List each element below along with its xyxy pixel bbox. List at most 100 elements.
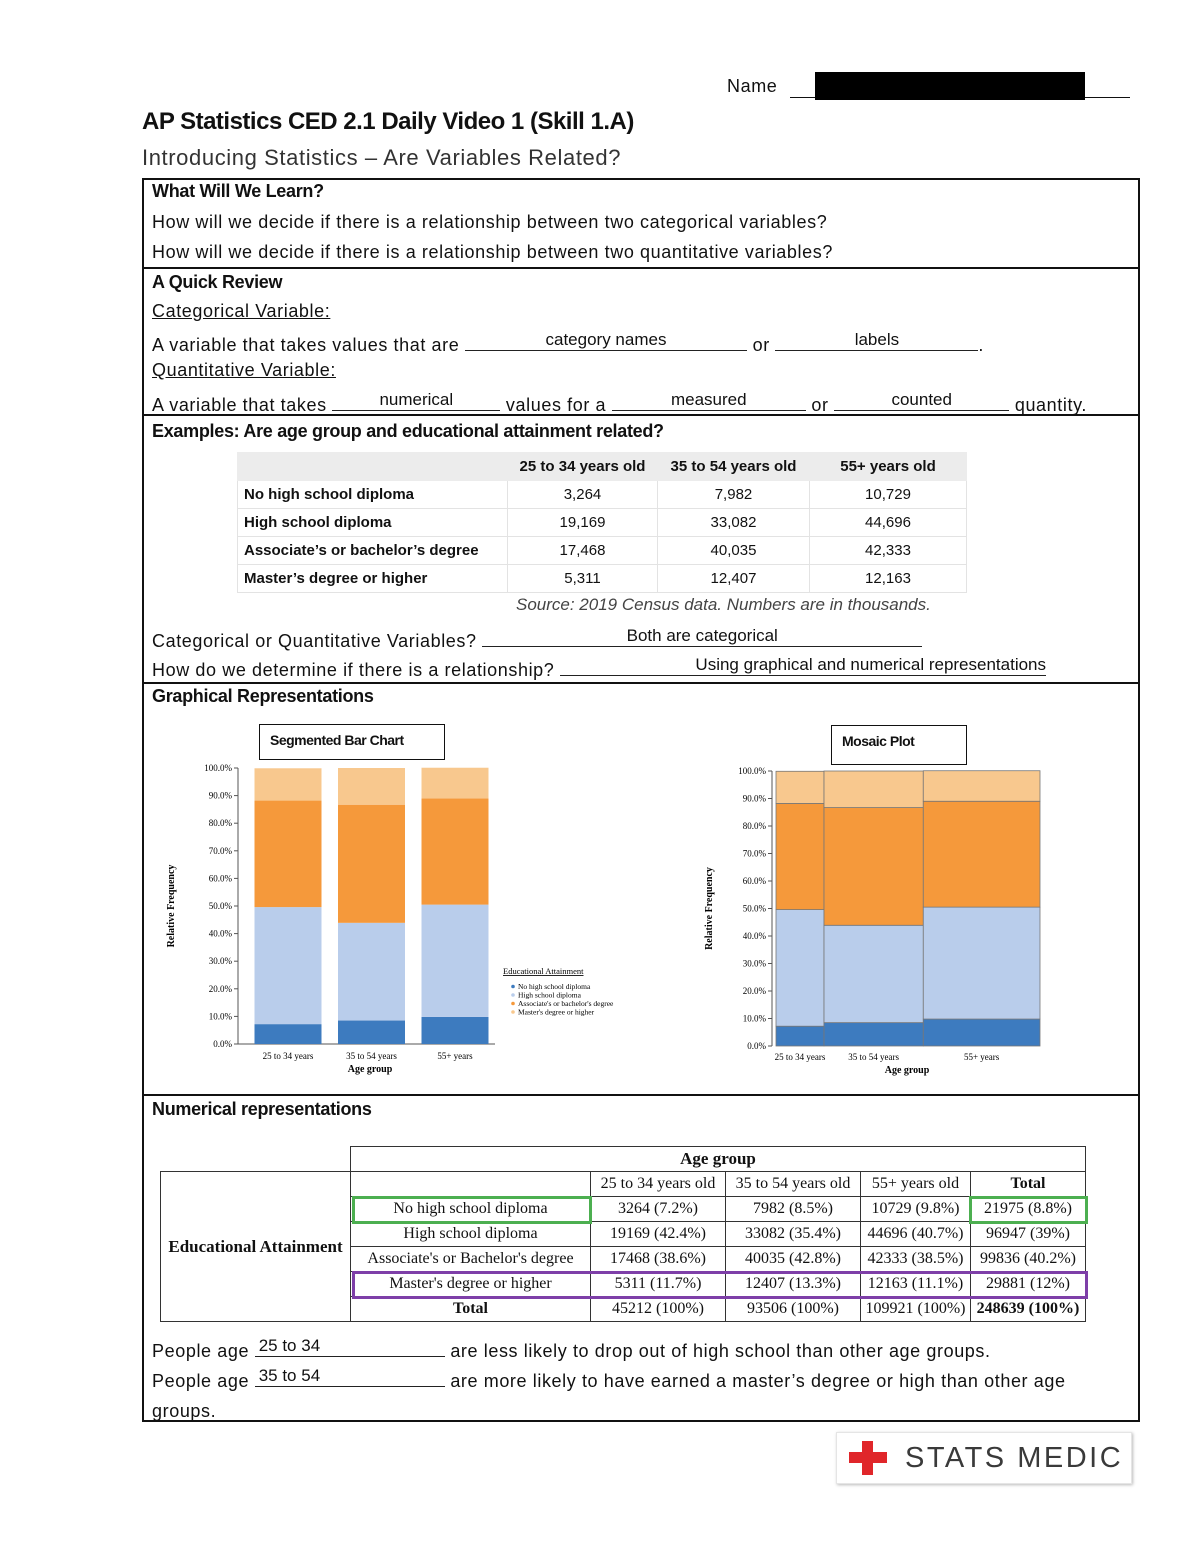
header-row: Educational Attainment 25 to 34 years old… (160, 1171, 1087, 1322)
y-tick-label: 100.0% (738, 766, 766, 776)
answer: 35 to 54 (254, 1366, 445, 1387)
y-tick-label: 60.0% (209, 873, 233, 883)
redaction (815, 72, 1085, 100)
text: A variable that takes values that are (152, 335, 460, 355)
mosaic-tile (823, 1022, 924, 1047)
text: are more likely to have earned a master’… (152, 1371, 1066, 1421)
mosaic-tile (775, 770, 825, 804)
total-row: Total 45212 (100%) 93506 (100%) 109921 (100… (161, 1296, 1087, 1322)
term: Categorical Variable: (152, 301, 331, 321)
x-tick-label: 35 to 54 years (848, 1052, 899, 1062)
mosaic-tile (823, 924, 924, 1024)
text: or (752, 335, 770, 355)
y-tick-label: 80.0% (743, 821, 767, 831)
column-header: 55+ years old (860, 1171, 971, 1197)
legend-marker (511, 1010, 515, 1014)
highlight (352, 1271, 1088, 1299)
corner-cell (237, 452, 508, 481)
chart-title: Segmented Bar Chart (259, 724, 445, 760)
text: People age (152, 1341, 250, 1361)
bar-segment (421, 1016, 489, 1044)
mosaic-tile (775, 803, 825, 911)
row-label: No high school diploma (237, 480, 508, 509)
table-cell: 10,729 (809, 480, 967, 509)
y-tick-label: 40.0% (743, 931, 767, 941)
total-cell: 248639 (100%) (969, 1296, 1087, 1322)
table-cell: 33082 (35.4%) (725, 1221, 861, 1247)
y-axis-label: Relative Frequency (704, 867, 715, 950)
logo: STATS MEDIC (836, 1432, 1132, 1484)
answer: Using graphical and numerical representa… (560, 655, 1047, 676)
legend-title: Educational Attainment (503, 966, 584, 976)
x-tick-label: 25 to 34 years (263, 1051, 314, 1061)
logo-cross (849, 1441, 887, 1475)
answer: numerical (332, 390, 501, 411)
x-tick-label: 55+ years (964, 1052, 1000, 1062)
mosaic-tile (922, 770, 1041, 802)
answer: 25 to 34 (254, 1336, 445, 1357)
column-header: Total (969, 1171, 1087, 1197)
text: A variable that takes (152, 395, 327, 415)
bar-segment (338, 804, 405, 923)
y-tick-label: 90.0% (209, 791, 233, 801)
table-cell: 10729 (9.8%) (860, 1196, 971, 1222)
mosaic-tile (823, 807, 924, 926)
x-tick-label: 35 to 54 years (346, 1051, 397, 1061)
conclusion: People age 25 to 34 are less likely to d… (152, 1336, 1127, 1366)
bar-segment (421, 798, 489, 905)
table-cell: 7982 (8.5%) (725, 1196, 861, 1222)
table-cell: 33,082 (657, 508, 810, 537)
x-tick-label: 25 to 34 years (775, 1052, 826, 1062)
bar-segment (421, 904, 489, 1017)
table-row: No high school diploma 3264 (7.2%) 7982 (8… (161, 1196, 1087, 1222)
definition: A variable that takes numerical values f… (152, 390, 1087, 416)
column-header: 35 to 54 years old (725, 1171, 861, 1197)
table-cell: 44696 (40.7%) (860, 1221, 971, 1247)
answer: labels (775, 330, 979, 351)
section-heading: A Quick Review (152, 272, 283, 292)
y-tick-label: 80.0% (209, 818, 233, 828)
bar-segment (254, 907, 322, 1025)
y-tick-label: 90.0% (743, 794, 767, 804)
bar-segment (338, 922, 405, 1021)
table-cell: 12163 (11.1%) (860, 1271, 971, 1297)
legend-label: Master's degree or higher (518, 1008, 595, 1017)
y-tick-label: 0.0% (213, 1039, 232, 1049)
table-cell: 99836 (40.2%) (969, 1246, 1087, 1272)
divider (142, 682, 1140, 684)
mosaic-tile (823, 770, 924, 808)
column-header: 35 to 54 years old (657, 452, 810, 481)
mosaic-tile (775, 1025, 825, 1047)
legend-marker (511, 993, 515, 997)
title: AP Statistics CED 2.1 Daily Video 1 (Ski… (142, 108, 634, 135)
text: People age (152, 1371, 250, 1391)
question: How will we decide if there is a relatio… (152, 242, 833, 262)
mosaic-tile (922, 1018, 1041, 1047)
x-tick-label: 55+ years (437, 1051, 473, 1061)
text: Categorical or Quantitative Variables? (152, 631, 477, 651)
text: quantity. (1014, 395, 1087, 415)
answer: measured (611, 390, 806, 411)
text: . (978, 335, 985, 355)
y-tick-label: 20.0% (209, 984, 233, 994)
cross-bar (849, 1452, 887, 1463)
mosaic-tile (922, 906, 1041, 1020)
table-cell: 44,696 (809, 508, 967, 537)
text: How do we determine if there is a relati… (152, 660, 555, 680)
x-axis-label: Age group (348, 1064, 393, 1075)
table-row: Master's degree or higher 5311 (11.7%) 124… (161, 1271, 1087, 1297)
total-cell: 109921 (100%) (860, 1296, 971, 1322)
table-cell: 3264 (7.2%) (590, 1196, 726, 1222)
section-heading: Numerical representations (152, 1099, 372, 1119)
legend-label: High school diploma (518, 991, 582, 1000)
table-cell: 19169 (42.4%) (590, 1221, 726, 1247)
divider (142, 267, 1140, 269)
y-tick-label: 100.0% (204, 763, 232, 773)
bar-segment (338, 768, 405, 805)
row-label: High school diploma (350, 1221, 591, 1247)
table-cell: 40,035 (657, 536, 810, 565)
mosaic-plot: 0.0% 10.0% 20.0% 30.0% 40.0% 50.0% 60.0% 70.0% 8… (704, 766, 1041, 1076)
table-cell: 40035 (42.8%) (725, 1246, 861, 1272)
table-cell: 96947 (39%) (969, 1221, 1087, 1247)
question: Categorical or Quantitative Variables? B… (152, 626, 923, 652)
